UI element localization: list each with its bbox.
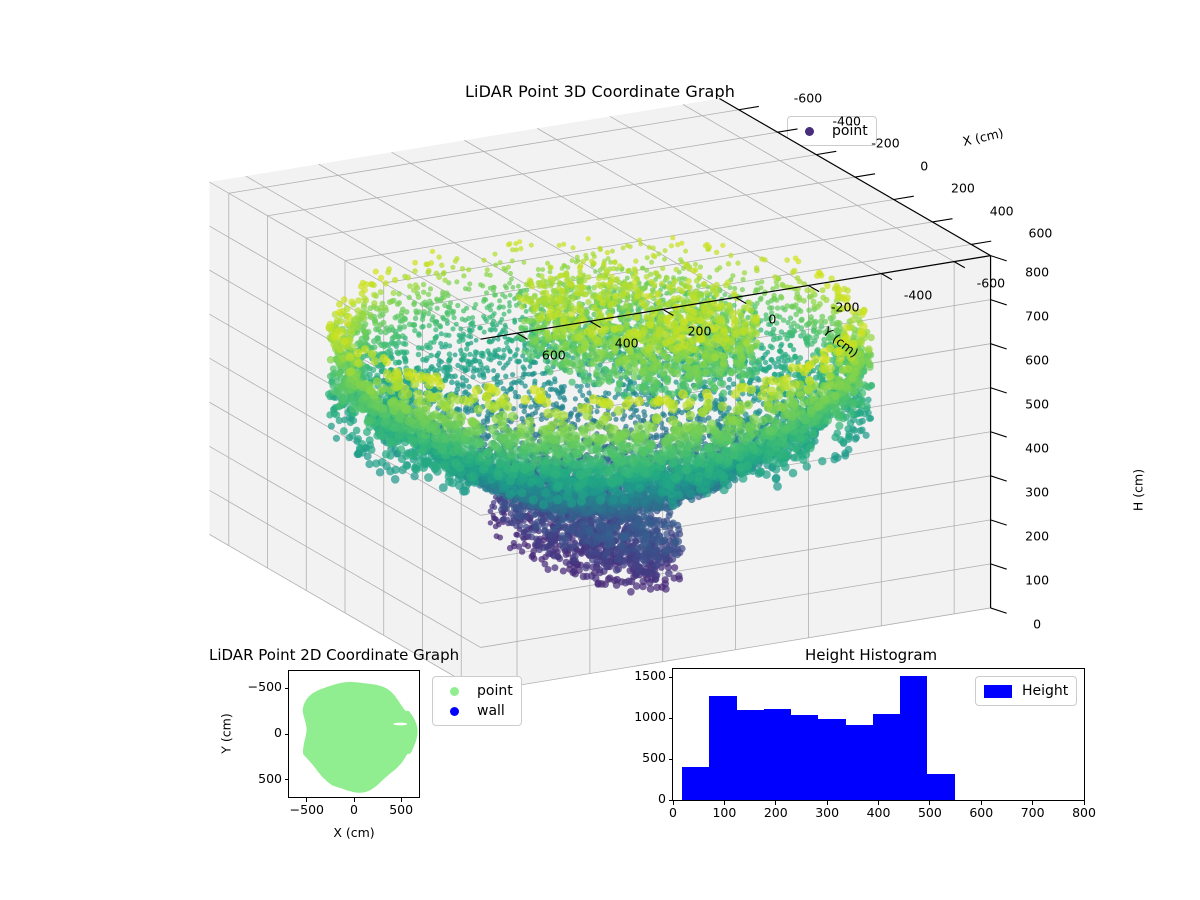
point-dot-icon — [450, 687, 459, 696]
plot3d-ztick-0: 0 — [1033, 617, 1041, 632]
plot3d-ztick-5: 500 — [1025, 396, 1049, 411]
histogram-bar — [927, 774, 954, 800]
plot3d-ytick-5: 400 — [615, 335, 639, 350]
histogram-ytick-3: 1500 — [616, 668, 666, 683]
plot3d-ztick-3: 300 — [1025, 484, 1049, 499]
plot2d-axes[interactable] — [288, 670, 420, 798]
plot2d-ytick-1: 0 — [232, 725, 282, 740]
histogram-bar — [873, 714, 900, 800]
legend-item-wall[interactable]: wall — [441, 701, 513, 721]
legend-label-wall: wall — [477, 703, 505, 719]
plot3d-ztick-8: 800 — [1025, 264, 1049, 279]
point-marker-wrap — [441, 687, 467, 696]
plot3d-xtick-2: -200 — [871, 136, 899, 151]
plot2d-canvas — [289, 671, 420, 798]
histogram-legend: Height — [975, 676, 1077, 706]
plot2d-ytickmark-1 — [285, 734, 289, 735]
histogram-xtickmark-5 — [929, 801, 930, 805]
histogram-bar — [818, 719, 845, 800]
histogram-xtickmark-2 — [775, 801, 776, 805]
height-swatch-icon — [984, 685, 1012, 698]
plot3d-xtick-3: 0 — [920, 158, 928, 173]
histogram-ytickmark-1 — [669, 759, 673, 760]
plot3d-ztick-6: 600 — [1025, 352, 1049, 367]
histogram-xtickmark-8 — [1084, 801, 1085, 805]
figure-canvas: LiDAR Point 3D Coordinate Graph point -6… — [0, 0, 1200, 900]
legend-label-height: Height — [1022, 683, 1068, 699]
plot2d-ytick-0: −500 — [232, 679, 282, 694]
legend-item-point[interactable]: point — [441, 681, 513, 701]
legend-item-height[interactable]: Height — [984, 681, 1068, 701]
plot3d-xlabel: X (cm) — [961, 125, 1005, 149]
histogram-xtickmark-4 — [878, 801, 879, 805]
histogram-xtickmark-3 — [827, 801, 828, 805]
histogram-bar — [791, 715, 818, 800]
plot3d-xtick-1: -400 — [833, 113, 861, 128]
histogram-xtickmark-7 — [1032, 801, 1033, 805]
plot3d-xtick-4: 200 — [951, 181, 975, 196]
plot3d-axes[interactable]: -600 -400 -200 0 200 400 600 -600 -400 -200 0 200 40… — [300, 130, 920, 630]
plot3d-title: LiDAR Point 3D Coordinate Graph — [0, 82, 1200, 101]
plot3d-ytick-2: -200 — [831, 299, 859, 314]
wall-dot-icon — [450, 707, 459, 716]
histogram-bar — [709, 696, 736, 800]
histogram-xtickmark-1 — [724, 801, 725, 805]
histogram-xtickmark-0 — [673, 801, 674, 805]
histogram-bar — [764, 709, 791, 800]
plot3d-xtick-0: -600 — [794, 91, 822, 106]
plot3d-ytick-3: 0 — [768, 311, 776, 326]
plot3d-zlabel: H (cm) — [1131, 469, 1146, 511]
plot2d-xtickmark-0 — [306, 798, 307, 802]
plot3d-ytick-0: -600 — [977, 275, 1005, 290]
plot3d-ytick-4: 200 — [688, 323, 712, 338]
plot2d-xtick-2: 500 — [371, 802, 431, 817]
histogram-ytickmark-0 — [669, 800, 673, 801]
histogram-ytick-0: 0 — [616, 791, 666, 806]
plot2d-title: LiDAR Point 2D Coordinate Graph — [209, 646, 459, 664]
plot3d-xtick-5: 400 — [990, 203, 1014, 218]
plot3d-ytick-1: -400 — [904, 287, 932, 302]
histogram-ytickmark-2 — [669, 718, 673, 719]
histogram-title: Height Histogram — [805, 646, 937, 664]
plot2d-ylabel: Y (cm) — [219, 684, 234, 784]
plot3d-xtick-6: 600 — [1028, 226, 1052, 241]
histogram-bar — [737, 710, 764, 800]
plot3d-ztick-2: 200 — [1025, 528, 1049, 543]
plot2d-ytickmark-0 — [285, 688, 289, 689]
plot2d-ytickmark-2 — [285, 779, 289, 780]
plot2d-ytick-2: 500 — [232, 771, 282, 786]
plot2d-xtickmark-2 — [401, 798, 402, 802]
plot3d-canvas — [300, 130, 920, 630]
histogram-bar — [682, 767, 709, 800]
histogram-bar — [846, 725, 873, 800]
plot2d-legend: point wall — [432, 676, 522, 726]
plot3d-ztick-1: 100 — [1025, 573, 1049, 588]
histogram-xtickmark-6 — [981, 801, 982, 805]
histogram-ytick-1: 500 — [616, 750, 666, 765]
histogram-bar — [900, 676, 927, 800]
wall-marker-wrap — [441, 707, 467, 716]
histogram-xtick-8: 800 — [1054, 805, 1114, 820]
plot2d-xtickmark-1 — [354, 798, 355, 802]
plot3d-ztick-7: 700 — [1025, 308, 1049, 323]
histogram-ytickmark-3 — [669, 677, 673, 678]
plot3d-ytick-6: 600 — [542, 347, 566, 362]
legend-label-point: point — [477, 683, 513, 699]
histogram-ytick-2: 1000 — [616, 709, 666, 724]
plot3d-ztick-4: 400 — [1025, 440, 1049, 455]
plot2d-xlabel: X (cm) — [324, 825, 384, 840]
